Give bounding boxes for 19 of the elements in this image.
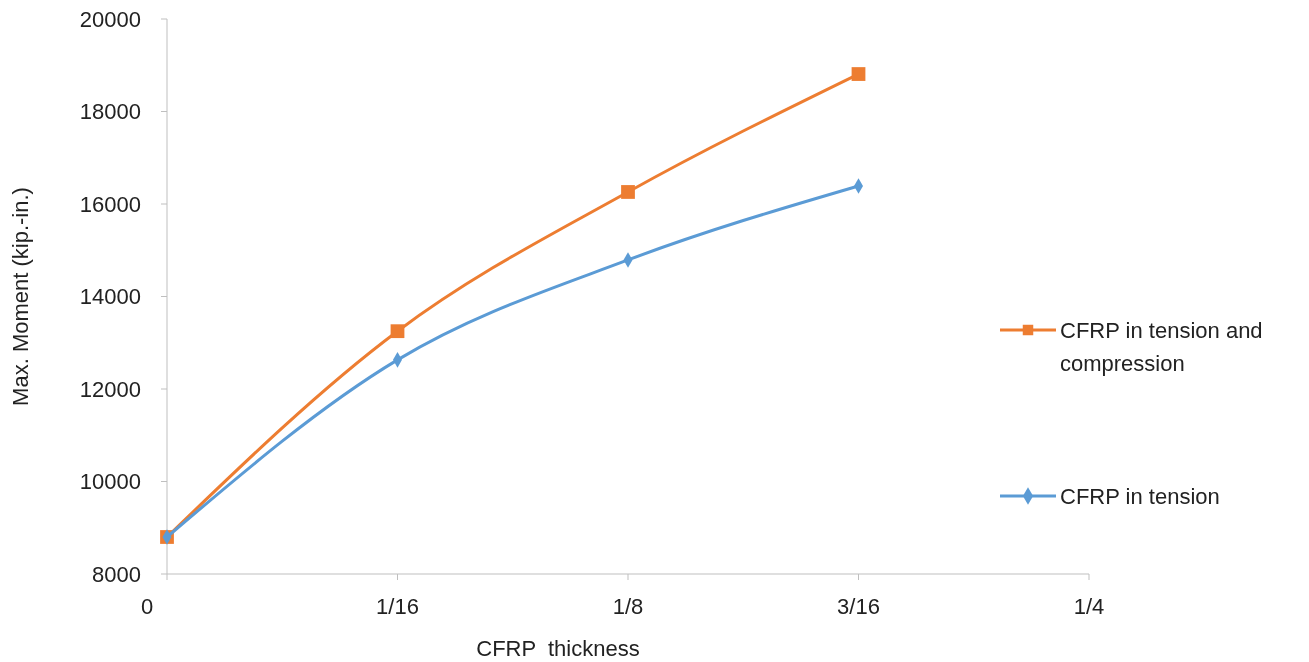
y-tick-label: 20000 bbox=[79, 6, 141, 32]
x-tick-label: 1/4 bbox=[1073, 594, 1105, 619]
x-tick-label: 1/16 bbox=[376, 594, 419, 619]
y-tick-label: 8000 bbox=[92, 561, 141, 587]
legend-label: CFRP in tension and compression bbox=[1060, 317, 1263, 376]
x-tick-label: 0 bbox=[140, 594, 154, 619]
y-tick-label: 16000 bbox=[79, 191, 141, 217]
y-tick-label: 18000 bbox=[79, 99, 141, 124]
x-tick-label: 1/8 bbox=[612, 594, 644, 619]
y-tick-label: 14000 bbox=[79, 284, 141, 309]
point bbox=[851, 67, 866, 81]
x-axis-title: CFRP thickness bbox=[476, 636, 640, 661]
point bbox=[390, 324, 405, 339]
y-axis-title: Max. Moment (kip.-in.) bbox=[8, 187, 33, 406]
y-tick-label: 10000 bbox=[79, 469, 141, 494]
legend-label: CFRP in tension bbox=[1060, 483, 1220, 509]
x-tick-label: 3/16 bbox=[837, 594, 880, 619]
point bbox=[621, 185, 635, 199]
y-tick-label: 12000 bbox=[79, 376, 141, 402]
